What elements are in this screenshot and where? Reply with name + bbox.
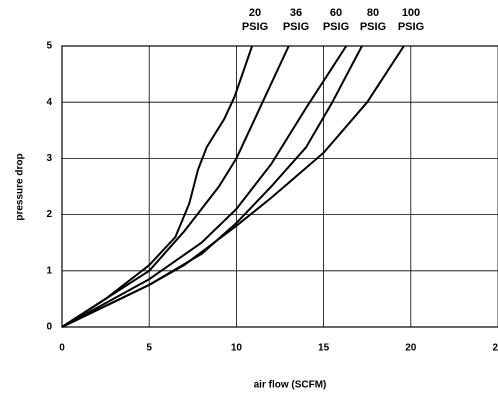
series-line [61, 45, 348, 328]
y-tick-label: 4 [46, 97, 52, 108]
y-tick-label: 2 [46, 209, 52, 220]
x-tick-label: 20 [405, 343, 417, 354]
x-tick-label: 10 [231, 343, 243, 354]
series-line [61, 45, 405, 328]
y-tick-label: 5 [46, 41, 52, 52]
legend-label: 60 PSIG [322, 7, 350, 33]
y-tick-label: 0 [46, 322, 52, 333]
y-tick-label: 1 [46, 265, 52, 276]
legend-label: 20 PSIG [241, 7, 269, 33]
series-line [61, 45, 290, 328]
x-axis-title: air flow (SCFM) [254, 380, 327, 391]
x-tick-label: 0 [59, 343, 65, 354]
legend-label: 100 PSIG [397, 7, 425, 33]
legend-label: 36 PSIG [282, 7, 310, 33]
series-line [61, 45, 254, 328]
x-tick-label: 15 [318, 343, 330, 354]
series-line [61, 45, 363, 328]
x-tick-label: 5 [146, 343, 152, 354]
y-tick-label: 3 [46, 153, 52, 164]
legend-label: 80 PSIG [359, 7, 387, 33]
y-axis-title: pressure drop [15, 153, 26, 220]
x-tick-label: 25 [492, 343, 498, 354]
